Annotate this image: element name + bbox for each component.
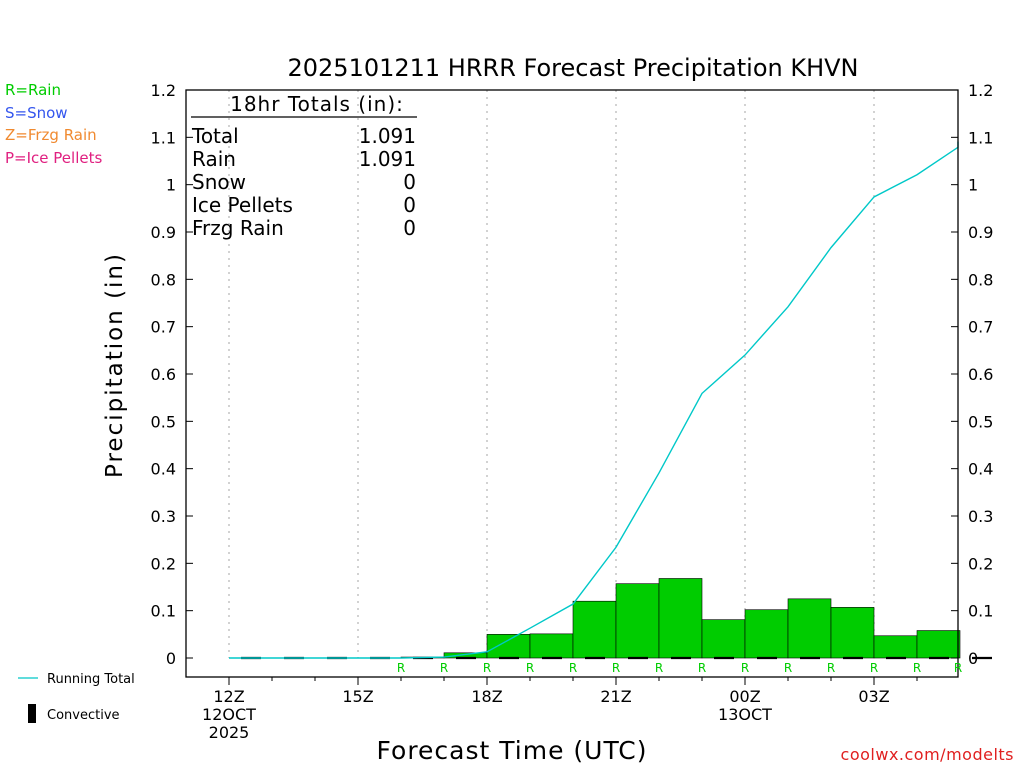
totals-box: 18hr Totals (in): Total 1.091 Rain 1.091… — [191, 92, 417, 240]
totals-header: 18hr Totals (in): — [230, 92, 404, 116]
totals-label-snow: Snow — [192, 170, 246, 194]
precip-type-label: R — [526, 661, 534, 675]
x-tick-label: 13OCT — [718, 705, 772, 724]
y-tick-label-left: 0.4 — [151, 460, 176, 479]
y-tick-label-left: 0.3 — [151, 507, 176, 526]
precip-type-label: R — [655, 661, 663, 675]
legend-ice-pellets: P=Ice Pellets — [5, 149, 103, 167]
plot-frame — [185, 89, 959, 678]
convective-legend-label: Convective — [47, 708, 120, 723]
y-tick-label-right: 1.1 — [968, 128, 993, 147]
y-tick-label-right: 0 — [968, 649, 978, 668]
precip-type-label: R — [612, 661, 620, 675]
y-tick-label-right: 0.8 — [968, 270, 993, 289]
credit-link[interactable]: coolwx.com/modelts — [840, 745, 1014, 764]
y-tick-label-right: 0.4 — [968, 460, 993, 479]
precip-bar — [916, 630, 961, 659]
x-tick-label: 15Z — [342, 687, 373, 706]
precip-bar — [744, 609, 789, 659]
y-tick-label-left: 1.1 — [151, 128, 176, 147]
y-tick-label-right: 1 — [968, 176, 978, 195]
precip-type-label: R — [870, 661, 878, 675]
y-tick-label-left: 1 — [166, 176, 176, 195]
y-tick-label-right: 0.3 — [968, 507, 993, 526]
y-tick-label-right: 0.9 — [968, 223, 993, 242]
y-tick-label-left: 0.1 — [151, 602, 176, 621]
y-tick-label-right: 0.5 — [968, 412, 993, 431]
y-tick-label-right: 1.2 — [968, 81, 993, 100]
precip-type-label: R — [698, 661, 706, 675]
y-tick-label-right: 0.6 — [968, 365, 993, 384]
x-tick-label: 2025 — [209, 723, 250, 742]
x-axis-label: Forecast Time (UTC) — [377, 736, 648, 765]
precip-type-label: R — [440, 661, 448, 675]
running-total-legend-label: Running Total — [47, 672, 135, 687]
totals-value-total: 1.091 — [359, 124, 416, 148]
precip-type-label: R — [569, 661, 577, 675]
y-tick-label-left: 0.6 — [151, 365, 176, 384]
convective-legend-swatch — [28, 704, 36, 723]
y-tick-label-left: 0 — [166, 649, 176, 668]
precip-bar — [529, 633, 574, 659]
gridlines — [228, 90, 875, 658]
x-tick-label: 12OCT — [202, 705, 256, 724]
precip-type-label: R — [483, 661, 491, 675]
precip-bar — [873, 635, 918, 659]
legend-snow: S=Snow — [5, 104, 68, 122]
precip-bar — [615, 583, 660, 659]
precip-bars — [241, 578, 992, 660]
x-tick-label: 21Z — [600, 687, 631, 706]
precip-type-label: R — [827, 661, 835, 675]
running-total-layer — [229, 141, 959, 659]
y-axis-label: Precipitation (in) — [102, 252, 128, 478]
running-total-line — [229, 141, 959, 659]
precip-bar — [486, 634, 531, 659]
precip-bar — [572, 600, 617, 659]
x-tick-label: 03Z — [858, 687, 889, 706]
y-tick-label-left: 1.2 — [151, 81, 176, 100]
totals-label-total: Total — [191, 124, 239, 148]
precip-type-label: R — [954, 661, 962, 675]
totals-value-rain: 1.091 — [359, 147, 416, 171]
totals-label-frzg-rain: Frzg Rain — [192, 216, 284, 240]
y-tick-label-left: 0.5 — [151, 412, 176, 431]
totals-label-ice-pellets: Ice Pellets — [192, 193, 293, 217]
x-tick-label: 18Z — [471, 687, 502, 706]
precip-type-label: R — [784, 661, 792, 675]
y-tick-label-right: 0.1 — [968, 602, 993, 621]
precip-type-label: R — [741, 661, 749, 675]
y-tick-label-right: 0.2 — [968, 554, 993, 573]
y-tick-label-left: 0.2 — [151, 554, 176, 573]
line-legend: Running Total Convective — [18, 672, 135, 723]
precip-bar — [830, 607, 875, 659]
precip-type-label: R — [397, 661, 405, 675]
precip-type-label: R — [913, 661, 921, 675]
totals-value-frzg-rain: 0 — [403, 216, 416, 240]
y-tick-label-left: 0.9 — [151, 223, 176, 242]
legend-rain: R=Rain — [5, 81, 61, 99]
totals-value-snow: 0 — [403, 170, 416, 194]
y-tick-label-right: 0.7 — [968, 318, 993, 337]
y-tick-label-left: 0.7 — [151, 318, 176, 337]
axes: 0 00.1 0.10.2 0.20.3 0.30.4 0.40.5 0.50.6 0.60.… — [151, 81, 994, 742]
totals-value-ice-pellets: 0 — [403, 193, 416, 217]
totals-label-rain: Rain — [192, 147, 236, 171]
y-tick-label-left: 0.8 — [151, 270, 176, 289]
precip-bar — [701, 619, 746, 659]
precip-bar — [658, 578, 703, 659]
x-tick-label: 12Z — [213, 687, 244, 706]
x-tick-label: 00Z — [729, 687, 760, 706]
legend-frzg-rain: Z=Frzg Rain — [5, 126, 97, 144]
precip-bar — [787, 598, 832, 659]
chart-title: 2025101211 HRRR Forecast Precipitation K… — [287, 54, 858, 82]
